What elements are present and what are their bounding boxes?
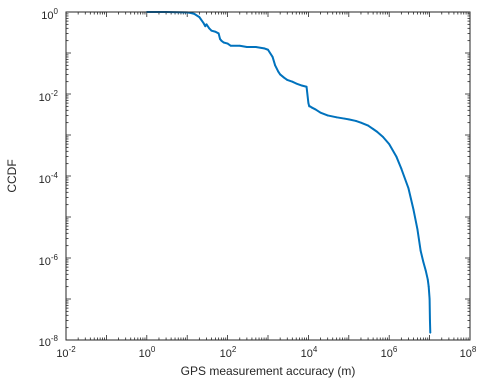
ccdf-data-point: [360, 121, 362, 124]
ccdf-data-point: [422, 261, 425, 263]
ccdf-data-point: [426, 278, 429, 281]
ccdf-data-point: [208, 27, 211, 30]
ccdf-data-point: [198, 16, 201, 19]
ccdf-data-point: [238, 44, 241, 47]
x-tick-label: 10-2: [56, 345, 76, 360]
ccdf-data-point: [271, 56, 274, 58]
y-tick-label: 10-4: [39, 171, 59, 186]
ccdf-data-point: [220, 39, 223, 42]
ccdf-data-point: [217, 32, 220, 35]
ccdf-data-point: [412, 208, 415, 211]
x-axis-title: GPS measurement accuracy (m): [181, 364, 356, 378]
y-tick-label: 10-6: [39, 253, 59, 268]
ccdf-data-point: [279, 73, 282, 76]
x-tick-label: 104: [301, 345, 318, 360]
ccdf-data-point: [277, 70, 280, 73]
ccdf-data-point: [267, 48, 269, 51]
y-tick-label: 10-2: [39, 89, 59, 104]
ccdf-data-point: [388, 143, 391, 146]
ccdf-data-point: [193, 12, 196, 15]
ccdf-data-point: [429, 331, 432, 334]
ccdf-data-point: [335, 116, 338, 119]
y-tick-label: 100: [41, 7, 58, 22]
ccdf-data-point: [416, 228, 419, 231]
ccdf-data-point: [204, 25, 207, 28]
ccdf-data-point: [295, 82, 298, 85]
ccdf-data-point: [429, 319, 431, 322]
ccdf-data-point: [400, 167, 403, 170]
y-tick-label: 10-8: [39, 334, 59, 349]
ccdf-data-point: [301, 84, 304, 87]
plot-background: [66, 12, 470, 340]
ccdf-data-point: [229, 44, 232, 47]
ccdf-data-point: [355, 120, 357, 122]
ccdf-data-point: [245, 46, 248, 48]
ccdf-data-point: [428, 298, 431, 300]
ccdf-data-point: [305, 85, 308, 88]
ccdf-data-point: [214, 30, 217, 33]
ccdf-data-point: [343, 117, 346, 120]
ccdf-data-point: [372, 128, 375, 130]
ccdf-data-point: [376, 130, 378, 133]
ccdf-data-point: [263, 47, 265, 50]
series-layer: [145, 11, 432, 334]
x-tick-label: 106: [381, 345, 398, 360]
ccdf-data-point: [427, 285, 430, 288]
ccdf-data-point: [310, 106, 313, 109]
ccdf-data-point: [326, 114, 329, 117]
x-tick-label: 100: [139, 345, 156, 360]
ccdf-data-point: [419, 249, 422, 252]
ccdf-data-point: [347, 118, 350, 121]
ccdf-data-point: [314, 108, 317, 111]
ccdf-data-point: [254, 46, 257, 48]
ccdf-data-point: [307, 102, 310, 104]
ccdf-data-point: [382, 135, 384, 138]
ccdf-data-point: [367, 124, 369, 127]
ccdf-data-point: [319, 111, 322, 114]
ccdf-data-point: [283, 76, 285, 79]
ccdf-data-point: [309, 105, 311, 108]
ccdf-data-point: [202, 21, 205, 24]
ccdf-data-point: [205, 23, 208, 26]
ccdf-data-point: [274, 64, 277, 67]
x-tick-label: 108: [460, 345, 477, 360]
ccdf-data-point: [407, 187, 410, 190]
ccdf-data-point: [226, 42, 229, 45]
ccdf-data-point: [210, 29, 213, 32]
ccdf-data-point: [424, 269, 427, 272]
ccdf-data-point: [219, 38, 221, 40]
y-axis-title: CCDF: [5, 159, 19, 192]
ccdf-data-point: [222, 41, 225, 44]
x-tick-label: 102: [220, 345, 237, 360]
ccdf-data-point: [291, 80, 294, 83]
ccdf-data-point: [286, 79, 289, 81]
ccdf-data-point: [395, 155, 398, 158]
plot-frame: [65, 11, 471, 341]
